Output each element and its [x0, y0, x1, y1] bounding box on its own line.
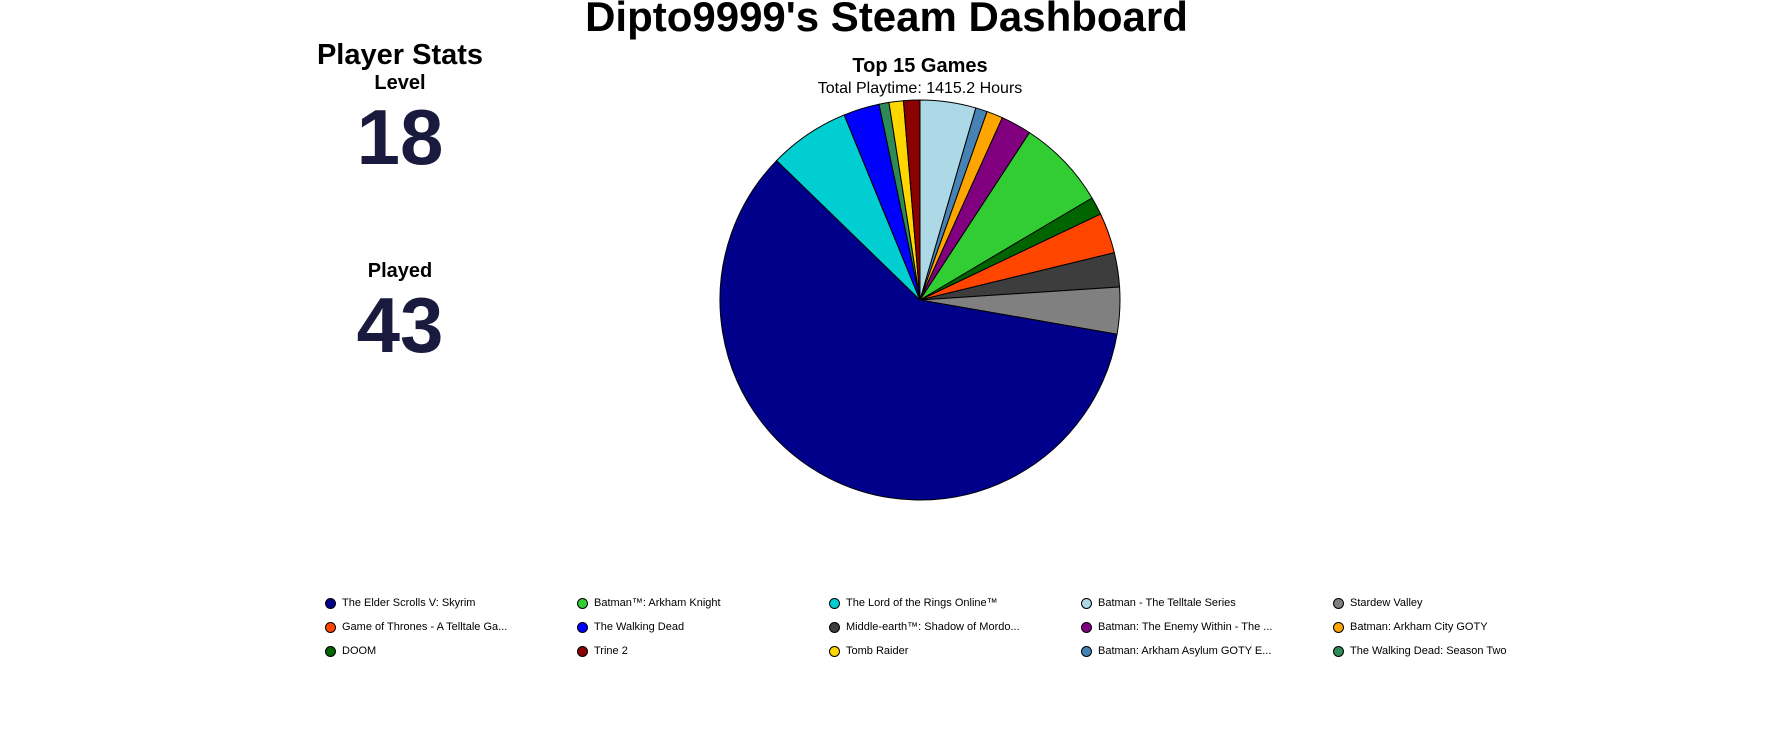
legend-item: Tomb Raider [829, 641, 908, 661]
legend-label: Middle-earth™: Shadow of Mordo... [846, 621, 1020, 633]
playtime-pie-chart [719, 99, 1121, 501]
legend-item: The Elder Scrolls V: Skyrim [325, 593, 475, 613]
player-stats-title: Player Stats [316, 39, 484, 71]
legend-item: DOOM [325, 641, 376, 661]
legend-swatch [1333, 645, 1344, 657]
legend-swatch [325, 645, 336, 657]
legend-label: Batman - The Telltale Series [1098, 597, 1236, 609]
legend-swatch [829, 597, 840, 609]
legend-label: Game of Thrones - A Telltale Ga... [342, 621, 508, 633]
legend-swatch [577, 621, 588, 633]
legend-item: Batman: The Enemy Within - The ... [1081, 617, 1272, 637]
legend-item: Trine 2 [577, 641, 628, 661]
legend-item: The Lord of the Rings Online™ [829, 593, 998, 613]
pie-slice-9 [719, 159, 1118, 501]
legend-label: Batman: Arkham City GOTY [1350, 621, 1488, 633]
legend-label: DOOM [342, 645, 377, 657]
legend-label: The Elder Scrolls V: Skyrim [342, 597, 476, 609]
legend-item: Batman - The Telltale Series [1081, 593, 1236, 613]
played-label: Played [367, 260, 433, 282]
legend-swatch [1333, 621, 1344, 633]
legend-swatch [829, 621, 840, 633]
legend-label: Stardew Valley [1350, 597, 1423, 609]
legend-label: Batman: Arkham Asylum GOTY E... [1098, 645, 1272, 657]
legend-item: Middle-earth™: Shadow of Mordo... [829, 617, 1020, 637]
legend-swatch [1333, 597, 1344, 609]
legend-swatch [325, 597, 336, 609]
legend-swatch [577, 645, 588, 657]
pie-slice-14 [902, 99, 921, 301]
legend-item: Batman: Arkham City GOTY [1333, 617, 1488, 637]
legend-item: Batman: Arkham Asylum GOTY E... [1081, 641, 1271, 661]
chart-subtitle: Total Playtime: 1415.2 Hours [817, 80, 1023, 97]
level-value: 18 [356, 93, 444, 181]
legend-swatch [577, 597, 588, 609]
chart-title: Top 15 Games [852, 55, 988, 77]
legend-label: Batman™: Arkham Knight [594, 597, 721, 609]
legend-item: The Walking Dead [577, 617, 684, 637]
legend-swatch [829, 645, 840, 657]
legend-label: The Walking Dead [594, 621, 685, 633]
legend-item: Batman™: Arkham Knight [577, 593, 721, 613]
legend-label: Trine 2 [594, 645, 628, 657]
legend-label: The Walking Dead: Season Two [1350, 645, 1507, 657]
legend-item: Game of Thrones - A Telltale Ga... [325, 617, 507, 637]
legend-label: The Lord of the Rings Online™ [846, 597, 998, 609]
dashboard-title: Dipto9999's Steam Dashboard [585, 0, 1188, 40]
level-label: Level [374, 72, 426, 94]
legend-item: The Walking Dead: Season Two [1333, 641, 1507, 661]
legend-swatch [1081, 645, 1092, 657]
player-stats-panel: Player Stats Level 18 Played 43 [300, 38, 500, 367]
legend-label: Batman: The Enemy Within - The ... [1098, 621, 1273, 633]
legend-item: Stardew Valley [1333, 593, 1423, 613]
played-value: 43 [356, 281, 444, 369]
legend-label: Tomb Raider [846, 645, 909, 657]
legend-swatch [325, 621, 336, 633]
legend-swatch [1081, 621, 1092, 633]
legend-swatch [1081, 597, 1092, 609]
